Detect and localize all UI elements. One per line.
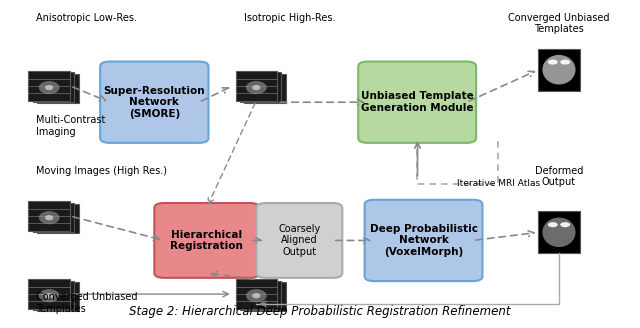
Text: Converged Unbiased
Templates: Converged Unbiased Templates [36, 293, 138, 314]
Ellipse shape [39, 81, 60, 94]
FancyBboxPatch shape [236, 279, 277, 309]
Text: Moving Images (High Res.): Moving Images (High Res.) [36, 166, 168, 175]
FancyBboxPatch shape [538, 211, 580, 254]
Circle shape [548, 60, 557, 65]
FancyBboxPatch shape [28, 201, 70, 231]
FancyBboxPatch shape [37, 204, 79, 233]
FancyBboxPatch shape [244, 282, 286, 311]
FancyBboxPatch shape [365, 200, 483, 281]
Ellipse shape [246, 81, 267, 94]
Ellipse shape [246, 289, 267, 302]
FancyBboxPatch shape [256, 203, 342, 278]
Text: Super-Resolution
Network
(SMORE): Super-Resolution Network (SMORE) [104, 86, 205, 119]
FancyBboxPatch shape [244, 73, 286, 103]
Text: Hierarchical
Registration: Hierarchical Registration [170, 230, 243, 251]
Ellipse shape [45, 215, 53, 220]
Text: Multi-Contrast
Imaging: Multi-Contrast Imaging [36, 115, 106, 137]
FancyBboxPatch shape [33, 202, 74, 232]
FancyBboxPatch shape [28, 279, 70, 309]
FancyBboxPatch shape [28, 71, 70, 101]
FancyBboxPatch shape [33, 72, 74, 102]
FancyBboxPatch shape [154, 203, 259, 278]
FancyBboxPatch shape [538, 49, 580, 91]
FancyBboxPatch shape [358, 62, 476, 143]
Circle shape [560, 60, 570, 65]
Circle shape [548, 222, 557, 227]
Text: Converged Unbiased
Templates: Converged Unbiased Templates [508, 13, 610, 34]
Ellipse shape [542, 55, 575, 85]
Ellipse shape [542, 217, 575, 247]
Ellipse shape [39, 211, 60, 224]
Text: Iterative MRI Atlas: Iterative MRI Atlas [457, 179, 540, 188]
Ellipse shape [252, 293, 260, 298]
FancyBboxPatch shape [240, 280, 282, 310]
Ellipse shape [45, 293, 53, 298]
Ellipse shape [45, 85, 53, 90]
Text: Isotropic High-Res.: Isotropic High-Res. [244, 13, 335, 23]
Circle shape [560, 222, 570, 227]
FancyBboxPatch shape [236, 71, 277, 101]
Ellipse shape [39, 289, 60, 302]
FancyBboxPatch shape [37, 282, 79, 311]
Text: Anisotropic Low-Res.: Anisotropic Low-Res. [36, 13, 138, 23]
FancyBboxPatch shape [37, 73, 79, 103]
Text: Coarsely
Aligned
Output: Coarsely Aligned Output [278, 224, 321, 257]
FancyBboxPatch shape [33, 280, 74, 310]
FancyBboxPatch shape [100, 62, 209, 143]
Text: Deep Probabilistic
Network
(VoxelMorph): Deep Probabilistic Network (VoxelMorph) [369, 224, 477, 257]
FancyBboxPatch shape [240, 72, 282, 102]
Text: Unbiased Template
Generation Module: Unbiased Template Generation Module [361, 92, 474, 113]
Text: Stage 2: Hierarchical Deep Probabilistic Registration Refinement: Stage 2: Hierarchical Deep Probabilistic… [129, 305, 511, 318]
Ellipse shape [252, 85, 260, 90]
Text: Deformed
Output: Deformed Output [535, 166, 583, 187]
